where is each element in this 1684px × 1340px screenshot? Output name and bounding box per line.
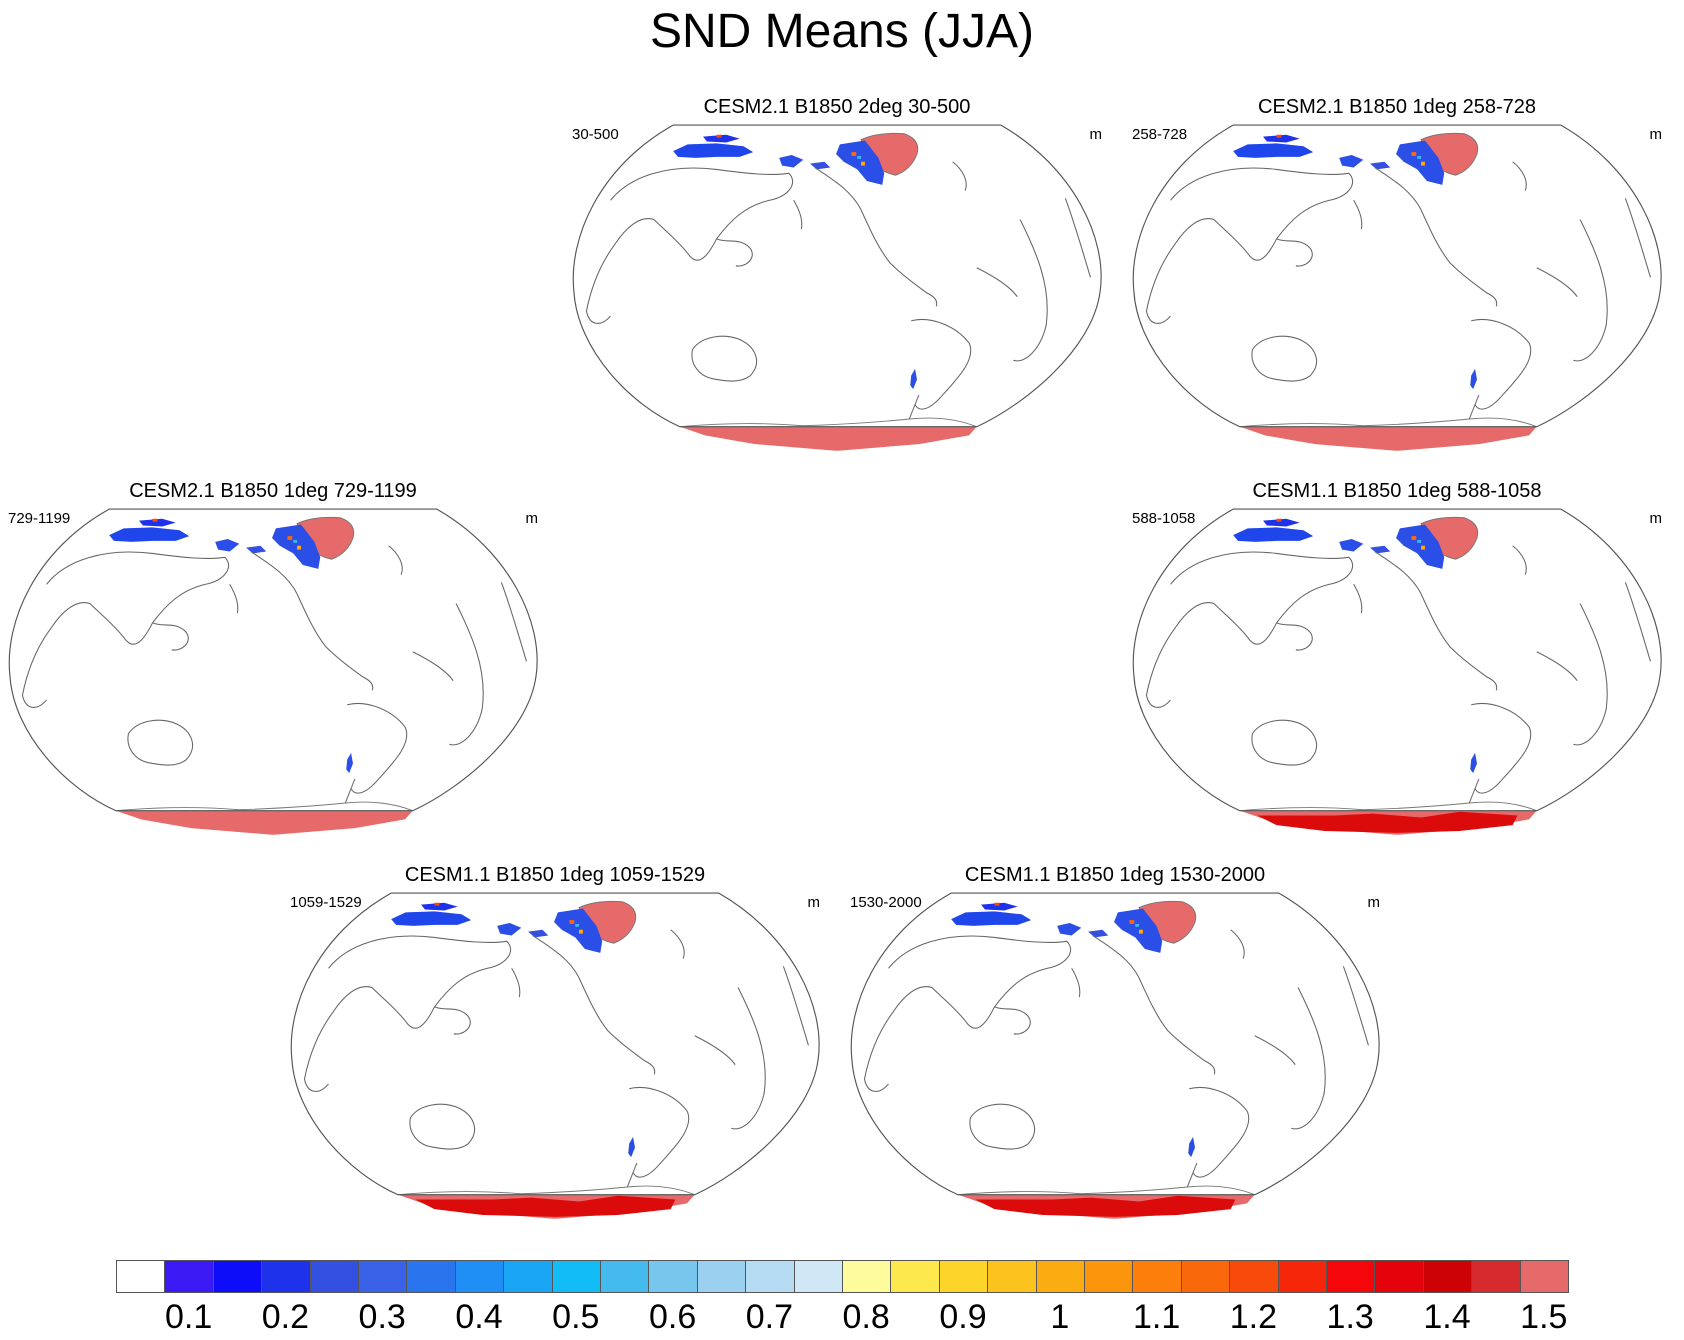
colorbar <box>116 1260 1569 1293</box>
colorbar-label: 1.1 <box>1132 1298 1181 1336</box>
colorbar-cell <box>938 1260 989 1293</box>
colorbar-cell <box>212 1260 263 1293</box>
colorbar-label: 1.5 <box>1520 1298 1568 1336</box>
map-panel-4: CESM1.1 B1850 1deg 588-1058 588-1058 m <box>1132 480 1662 850</box>
panel-title: CESM1.1 B1850 1deg 1059-1529 <box>404 864 706 886</box>
colorbar-cell <box>1519 1260 1569 1293</box>
panel-units: m <box>1367 894 1381 911</box>
colorbar-label: 0.8 <box>842 1298 890 1336</box>
colorbar-label: 1.2 <box>1229 1298 1278 1336</box>
panel-left-string: 729-1199 <box>8 510 71 527</box>
colorbar-label: 0.6 <box>648 1298 697 1336</box>
colorbar-cell <box>406 1260 456 1293</box>
colorbar-cell <box>309 1260 359 1293</box>
colorbar-cell <box>261 1260 311 1293</box>
colorbar-label: 0.5 <box>552 1298 600 1336</box>
panel-left-string: 1530-2000 <box>850 894 922 911</box>
panel-left-string: 588-1058 <box>1132 510 1196 527</box>
map-panel-1: CESM2.1 B1850 2deg 30-500 30-500 m <box>572 96 1102 466</box>
panel-units: m <box>1649 126 1663 143</box>
panel-units: m <box>1649 510 1663 527</box>
panel-title: CESM1.1 B1850 1deg 1530-2000 <box>964 864 1266 886</box>
colorbar-cell <box>1035 1260 1085 1293</box>
colorbar-label: 0.3 <box>358 1298 406 1336</box>
map-panel-6: CESM1.1 B1850 1deg 1530-2000 1530-2000 m <box>850 864 1380 1234</box>
colorbar-label: 1 <box>1050 1298 1070 1336</box>
colorbar-cell <box>1084 1260 1134 1293</box>
colorbar-cell <box>358 1260 408 1293</box>
robinson-map <box>850 890 1380 1220</box>
colorbar-cell <box>842 1260 892 1293</box>
colorbar-cell <box>1471 1260 1521 1293</box>
colorbar-label: 1.4 <box>1423 1298 1471 1336</box>
colorbar-label: 1.3 <box>1326 1298 1374 1336</box>
colorbar-cell <box>987 1260 1037 1293</box>
colorbar-cell <box>890 1260 940 1293</box>
colorbar-cell <box>164 1260 214 1293</box>
robinson-map <box>572 122 1102 452</box>
panel-title: CESM2.1 B1850 2deg 30-500 <box>703 96 971 118</box>
panel-units: m <box>1089 126 1103 143</box>
robinson-map <box>1132 506 1662 836</box>
panel-title: CESM2.1 B1850 1deg 258-728 <box>1258 96 1536 118</box>
map-panel-3: CESM2.1 B1850 1deg 729-1199 729-1199 m <box>8 480 538 850</box>
colorbar-cell <box>600 1260 650 1293</box>
robinson-map <box>1132 122 1662 452</box>
figure-title: SND Means (JJA) <box>649 5 1035 58</box>
colorbar-cell <box>745 1260 795 1293</box>
colorbar-cell <box>648 1260 698 1293</box>
colorbar-cell <box>696 1260 747 1293</box>
colorbar-cell <box>503 1260 553 1293</box>
colorbar-label: 0.1 <box>164 1298 213 1336</box>
colorbar-label: 0.9 <box>939 1298 987 1336</box>
colorbar-cell <box>551 1260 601 1293</box>
panel-units: m <box>525 510 539 527</box>
panel-left-string: 258-728 <box>1132 126 1188 143</box>
panel-left-string: 1059-1529 <box>290 894 362 911</box>
panel-title: CESM2.1 B1850 1deg 729-1199 <box>129 480 417 502</box>
colorbar-cell <box>1326 1260 1376 1293</box>
panel-units: m <box>807 894 821 911</box>
panel-title: CESM1.1 B1850 1deg 588-1058 <box>1252 480 1542 502</box>
colorbar-cell <box>1180 1260 1231 1293</box>
panel-left-string: 30-500 <box>572 126 619 143</box>
robinson-map <box>8 506 538 836</box>
colorbar-cell <box>454 1260 505 1293</box>
map-panel-2: CESM2.1 B1850 1deg 258-728 258-728 m <box>1132 96 1662 466</box>
map-panel-5: CESM1.1 B1850 1deg 1059-1529 1059-1529 m <box>290 864 820 1234</box>
colorbar-cell <box>1422 1260 1473 1293</box>
colorbar-cell <box>1132 1260 1182 1293</box>
colorbar-label: 0.7 <box>745 1298 794 1336</box>
colorbar-cell <box>793 1260 843 1293</box>
colorbar-cell <box>1229 1260 1279 1293</box>
colorbar-label: 0.4 <box>455 1298 503 1336</box>
colorbar-label: 0.2 <box>261 1298 310 1336</box>
colorbar-cell <box>1374 1260 1424 1293</box>
robinson-map <box>290 890 820 1220</box>
colorbar-cell <box>1277 1260 1327 1293</box>
colorbar-cell <box>116 1260 166 1293</box>
